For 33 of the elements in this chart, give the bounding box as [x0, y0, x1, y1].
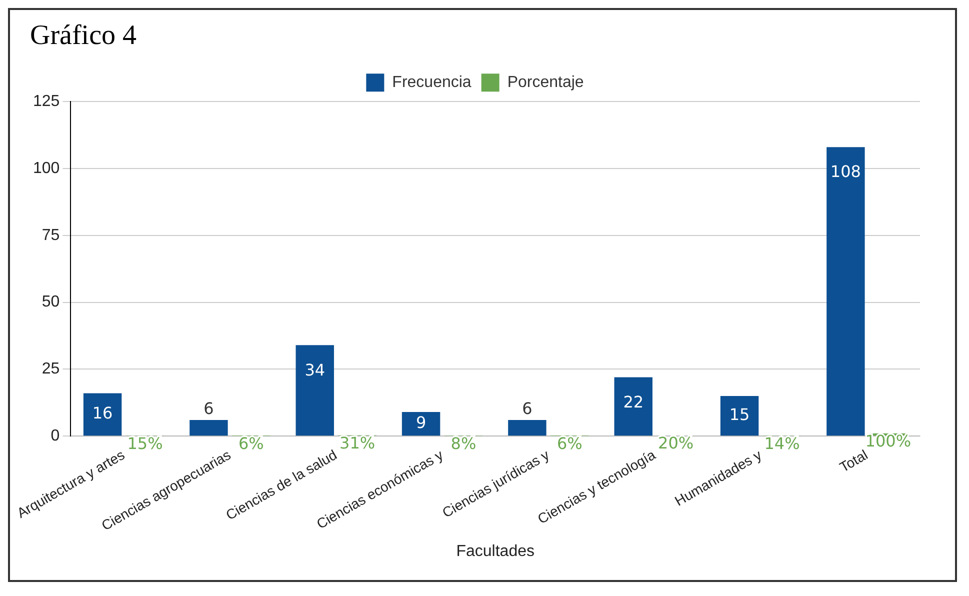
bar — [83, 393, 122, 436]
bar — [190, 420, 228, 436]
data-label: 14% — [764, 434, 800, 453]
y-tick-label: 25 — [42, 360, 60, 378]
bar — [826, 147, 865, 436]
data-label: 34 — [304, 360, 326, 380]
data-label: 15 — [729, 404, 750, 424]
data-label: 22 — [623, 392, 644, 412]
data-label: 31% — [340, 433, 376, 452]
data-label: 20% — [658, 434, 694, 453]
data-label: 6 — [204, 399, 214, 418]
legend-label: Frecuencia — [392, 74, 472, 92]
y-tick-label: 100 — [32, 160, 60, 177]
data-label: 15% — [127, 434, 163, 453]
data-label: 16 — [92, 404, 113, 423]
y-tick-label: 0 — [50, 428, 60, 445]
bar — [296, 345, 334, 436]
chart-title: Gráfico 4 — [30, 20, 137, 52]
data-label: 9 — [416, 412, 426, 432]
x-axis-title: Facultades — [456, 542, 534, 560]
data-label: 6% — [556, 434, 582, 454]
bar — [508, 420, 546, 436]
data-label: 6% — [238, 434, 264, 454]
y-tick-label: 50 — [42, 294, 60, 311]
data-label: 6 — [522, 399, 532, 418]
bar — [720, 396, 759, 436]
data-label: 8% — [450, 434, 476, 454]
y-tick-label: 125 — [32, 93, 60, 110]
y-tick-label: 75 — [42, 226, 60, 244]
data-label: 108 — [830, 162, 861, 182]
legend-label: Porcentaje — [507, 74, 584, 92]
bar — [402, 412, 440, 436]
bar — [614, 377, 652, 436]
